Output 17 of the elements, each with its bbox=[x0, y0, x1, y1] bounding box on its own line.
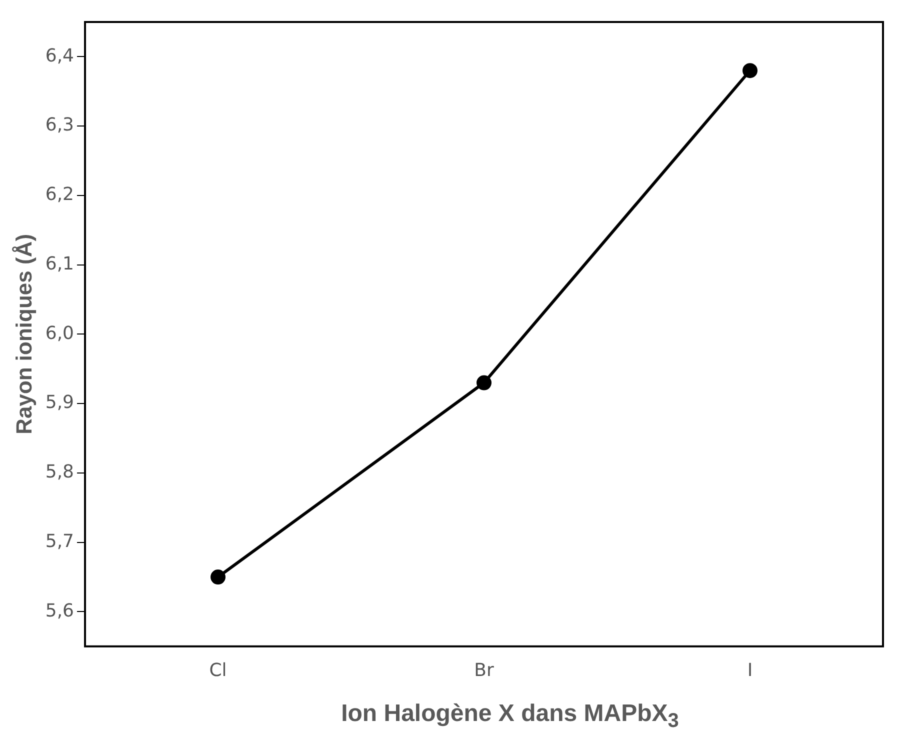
y-tick-label: 5,7 bbox=[45, 531, 74, 552]
y-axis-title: Rayon ioniques (Å) bbox=[11, 234, 36, 434]
x-tick-label: Br bbox=[474, 660, 494, 681]
point bbox=[742, 63, 758, 78]
x-tick-label: Cl bbox=[209, 660, 227, 681]
y-tick-label: 6,1 bbox=[45, 253, 74, 274]
y-tick-label: 6,0 bbox=[45, 322, 74, 344]
y-tick-label: 6,2 bbox=[45, 184, 74, 206]
y-tick-label: 6,3 bbox=[45, 114, 74, 136]
y-tick-label: 5,8 bbox=[45, 462, 74, 483]
point bbox=[476, 375, 492, 390]
x-tick-label: I bbox=[747, 660, 753, 681]
y-tick-label: 5,6 bbox=[45, 600, 74, 622]
y-tick-label: 6,4 bbox=[45, 45, 74, 66]
y-tick-label: 5,9 bbox=[45, 392, 74, 414]
point bbox=[210, 570, 226, 585]
x-axis-title: Ion Halogène X dans MAPbX$_{3}$ bbox=[340, 700, 680, 733]
